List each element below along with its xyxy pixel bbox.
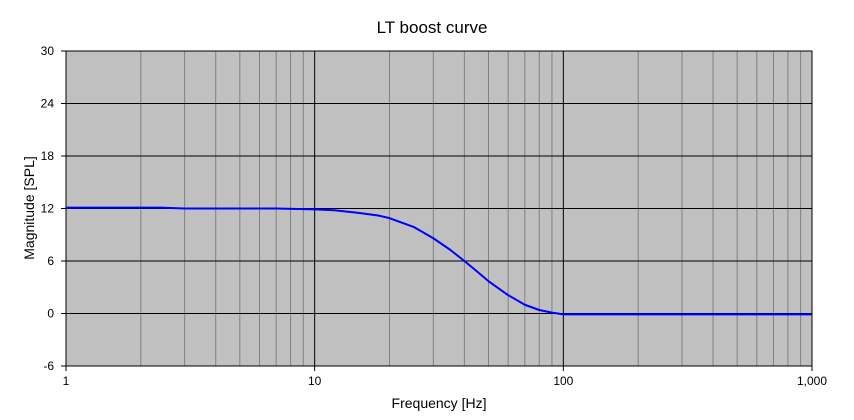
x-tick-label: 100 — [553, 374, 573, 388]
y-tick-label: 30 — [41, 44, 55, 58]
y-tick-label: -6 — [43, 359, 54, 373]
x-tick-label: 1,000 — [797, 374, 827, 388]
plot-area: 1 10 100 1,000 -6 0 6 12 18 24 30 — [41, 44, 828, 388]
series-line — [66, 206, 812, 316]
y-tick-label: 18 — [41, 149, 55, 163]
x-axis-title: Frequency [Hz] — [392, 395, 487, 411]
y-tick-label: 12 — [41, 202, 55, 216]
chart-title: LT boost curve — [377, 18, 488, 37]
y-tick-label: 0 — [47, 307, 54, 321]
y-tick-label: 6 — [47, 254, 54, 268]
x-tick-label: 10 — [308, 374, 322, 388]
x-tick-label: 1 — [63, 374, 70, 388]
y-tick-label: 24 — [41, 97, 55, 111]
y-axis-title: Magnitude [SPL] — [21, 156, 37, 260]
